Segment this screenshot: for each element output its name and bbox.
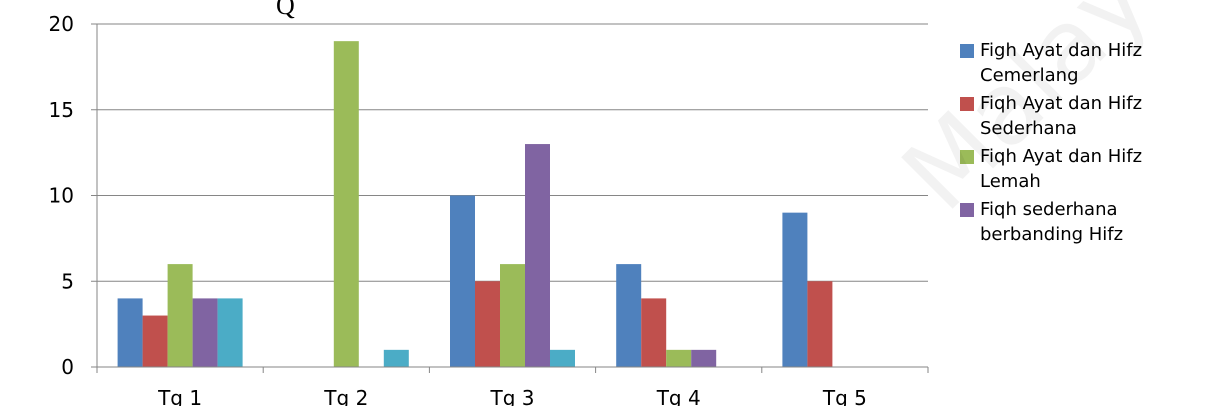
bar (383, 349, 409, 367)
bar (666, 349, 692, 367)
x-tick-label: Tg 1 (157, 386, 202, 406)
bar (217, 298, 243, 367)
x-tick-label: Tg 3 (490, 386, 535, 406)
x-tick-label: Tg 2 (323, 386, 368, 406)
bar (450, 195, 475, 367)
legend-swatch (960, 97, 974, 111)
bar (691, 349, 717, 367)
legend: Figh Ayat dan Hifz Cemerlang Fiqh Ayat d… (960, 38, 1210, 250)
legend-label: Fiqh Ayat dan Hifz Lemah (980, 146, 1143, 192)
bar (525, 144, 550, 367)
legend-label: Fiqh sederhana berbanding Hifz (980, 199, 1124, 245)
bar (500, 264, 525, 367)
y-tick-label: 20 (49, 12, 74, 36)
y-tick-label: 10 (49, 184, 74, 208)
x-tick-label: Tg 5 (822, 386, 867, 406)
bar (807, 281, 833, 367)
bar (192, 298, 218, 367)
legend-item: Fiqh sederhana berbanding Hifz (960, 197, 1210, 247)
bar (616, 264, 642, 367)
bar (142, 315, 168, 367)
y-tick-label: 0 (61, 355, 74, 379)
legend-item: Fiqh Ayat dan Hifz Sederhana (960, 91, 1210, 141)
bar (782, 212, 808, 367)
legend-swatch (960, 44, 974, 58)
chart-title: Q (276, 0, 295, 20)
bar (641, 298, 667, 367)
x-tick-label: Tg 4 (656, 386, 701, 406)
y-axis-ticks: 0 5 10 15 20 (49, 12, 97, 379)
x-axis-labels: Tg 1 Tg 2 Tg 3 Tg 4 Tg 5 (157, 386, 867, 406)
legend-item: Fiqh Ayat dan Hifz Lemah (960, 144, 1210, 194)
axes (96, 24, 929, 373)
bar (550, 349, 575, 367)
y-tick-label: 15 (49, 98, 74, 122)
bar (167, 264, 193, 367)
bar (475, 281, 500, 367)
y-tick-label: 5 (61, 269, 74, 293)
bar (117, 298, 143, 367)
legend-swatch (960, 150, 974, 164)
legend-label: Figh Ayat dan Hifz Cemerlang (980, 40, 1143, 86)
legend-swatch (960, 203, 974, 217)
bar (333, 41, 359, 368)
legend-label: Fiqh Ayat dan Hifz Sederhana (980, 93, 1143, 139)
legend-item: Figh Ayat dan Hifz Cemerlang (960, 38, 1210, 88)
bars (117, 41, 833, 368)
